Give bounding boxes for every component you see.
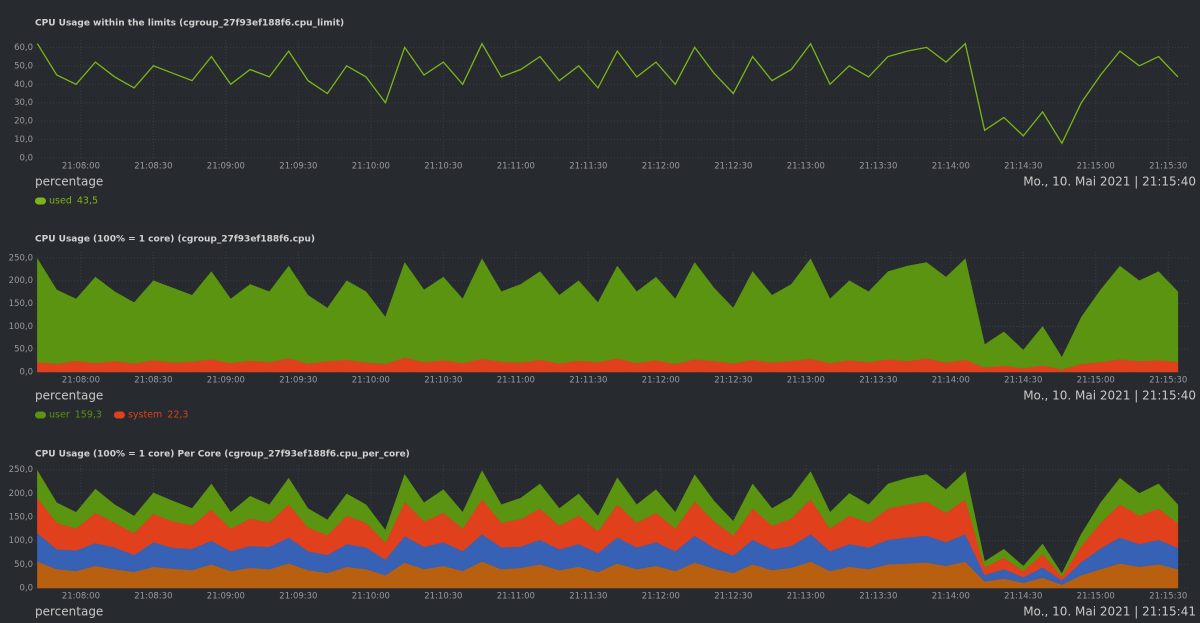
x-tick-label: 21:12:30 (714, 592, 752, 602)
x-tick-label: 21:13:00 (787, 376, 825, 386)
y-tick-label: 10,0 (14, 135, 33, 145)
y-tick-label: 50,0 (14, 345, 33, 355)
area-series (37, 257, 1179, 370)
x-tick-label: 21:14:00 (932, 592, 970, 602)
x-tick-label: 21:15:30 (1149, 376, 1187, 386)
x-tick-label: 21:13:30 (859, 592, 897, 602)
y-tick-label: 50,0 (14, 560, 33, 570)
x-tick-label: 21:12:00 (642, 376, 680, 386)
y-tick-label: 250,0 (9, 465, 33, 475)
x-tick-label: 21:10:30 (424, 592, 462, 602)
y-tick-label: 100,0 (9, 322, 33, 332)
x-tick-label: 21:11:00 (497, 592, 535, 602)
x-tick-label: 21:10:30 (424, 162, 462, 172)
legend-value: 43,5 (77, 196, 98, 207)
legend-swatch (113, 411, 125, 419)
y-tick-label: 50,0 (14, 61, 33, 71)
x-tick-label: 21:11:00 (497, 162, 535, 172)
legend-name: user (49, 410, 70, 421)
chart-title: CPU Usage (100% = 1 core) (cgroup_27f93e… (35, 235, 315, 245)
unit-label: percentage (35, 605, 103, 619)
y-tick-label: 30,0 (14, 98, 33, 108)
y-tick-label: 60,0 (14, 43, 33, 53)
x-tick-label: 21:08:00 (62, 592, 100, 602)
x-tick-label: 21:12:00 (642, 162, 680, 172)
x-tick-label: 21:09:30 (279, 162, 317, 172)
x-tick-label: 21:09:00 (207, 376, 245, 386)
y-tick-label: 100,0 (9, 536, 33, 546)
y-tick-label: 250,0 (9, 253, 33, 263)
y-tick-label: 200,0 (9, 489, 33, 499)
x-tick-label: 21:15:00 (1077, 592, 1115, 602)
x-tick-label: 21:10:30 (424, 376, 462, 386)
x-tick-label: 21:08:00 (62, 376, 100, 386)
x-tick-label: 21:13:30 (859, 376, 897, 386)
x-tick-label: 21:08:30 (134, 162, 172, 172)
legend-value: 22,3 (167, 410, 188, 421)
chart-title: CPU Usage within the limits (cgroup_27f9… (35, 19, 344, 29)
x-tick-label: 21:15:30 (1149, 162, 1187, 172)
x-tick-label: 21:08:30 (134, 376, 172, 386)
x-tick-label: 21:15:00 (1077, 162, 1115, 172)
x-tick-label: 21:12:30 (714, 376, 752, 386)
legend-name: used (49, 196, 72, 207)
x-tick-label: 21:14:30 (1004, 162, 1042, 172)
x-tick-label: 21:13:00 (787, 162, 825, 172)
legend-value: 159,3 (75, 410, 102, 421)
unit-label: percentage (35, 389, 103, 403)
legend-swatch (35, 197, 46, 205)
x-tick-label: 21:09:30 (279, 376, 317, 386)
date-label: Mo., 10. Mai 2021 | 21:15:40 (1023, 175, 1196, 189)
x-tick-label: 21:12:30 (714, 162, 752, 172)
legend-swatch (35, 411, 46, 419)
x-tick-label: 21:11:30 (569, 592, 607, 602)
y-tick-label: 0,0 (19, 368, 33, 378)
x-tick-label: 21:09:30 (279, 592, 317, 602)
area-series (37, 469, 1179, 578)
x-tick-label: 21:15:00 (1077, 376, 1115, 386)
x-tick-label: 21:11:30 (569, 376, 607, 386)
unit-label: percentage (35, 175, 103, 189)
x-tick-label: 21:13:00 (787, 592, 825, 602)
y-tick-label: 150,0 (9, 299, 33, 309)
y-tick-label: 40,0 (14, 80, 33, 90)
y-tick-label: 200,0 (9, 276, 33, 286)
x-tick-label: 21:10:00 (352, 162, 390, 172)
x-tick-label: 21:08:00 (62, 162, 100, 172)
x-tick-label: 21:10:00 (352, 376, 390, 386)
x-tick-label: 21:12:00 (642, 592, 680, 602)
x-tick-label: 21:09:00 (207, 162, 245, 172)
date-label: Mo., 10. Mai 2021 | 21:15:41 (1023, 605, 1196, 619)
x-tick-label: 21:14:00 (932, 162, 970, 172)
y-tick-label: 20,0 (14, 117, 33, 127)
x-tick-label: 21:15:30 (1149, 592, 1187, 602)
x-tick-label: 21:14:30 (1004, 592, 1042, 602)
x-tick-label: 21:09:00 (207, 592, 245, 602)
x-tick-label: 21:14:30 (1004, 376, 1042, 386)
y-tick-label: 150,0 (9, 513, 33, 523)
x-tick-label: 21:13:30 (859, 162, 897, 172)
x-tick-label: 21:08:30 (134, 592, 172, 602)
x-tick-label: 21:14:00 (932, 376, 970, 386)
x-tick-label: 21:11:30 (569, 162, 607, 172)
chart-title: CPU Usage (100% = 1 core) Per Core (cgro… (35, 450, 410, 460)
y-tick-label: 0,0 (19, 154, 33, 164)
x-tick-label: 21:10:00 (352, 592, 390, 602)
line-series (36, 42, 1179, 145)
y-tick-label: 0,0 (19, 584, 33, 594)
legend-name: system (128, 410, 162, 421)
x-tick-label: 21:11:00 (497, 376, 535, 386)
date-label: Mo., 10. Mai 2021 | 21:15:40 (1023, 389, 1196, 403)
